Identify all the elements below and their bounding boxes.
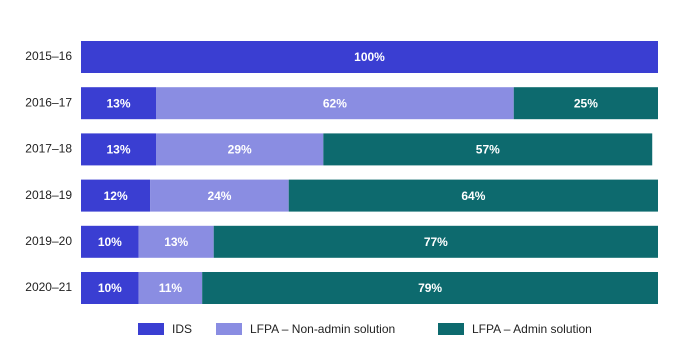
bar-segment	[156, 87, 514, 120]
y-tick-label: 2016–17	[25, 95, 72, 109]
value-label: 13%	[106, 143, 130, 157]
bar-segment	[138, 225, 214, 258]
value-label: 25%	[574, 96, 598, 110]
bar-segment	[81, 225, 139, 258]
y-tick-label: 2015–16	[25, 49, 72, 63]
value-label: 13%	[106, 96, 130, 110]
y-tick-label: 2018–19	[25, 188, 72, 202]
value-label: 11%	[159, 281, 183, 295]
legend-swatch	[216, 323, 242, 335]
y-tick-label: 2017–18	[25, 142, 72, 156]
bar-segment	[81, 87, 157, 120]
value-label: 13%	[164, 235, 188, 249]
bar-segment	[213, 225, 658, 258]
bar-segment	[138, 272, 203, 304]
legend-swatch	[138, 323, 164, 335]
bar-segment	[81, 133, 157, 166]
y-tick-label: 2020–21	[25, 280, 72, 294]
legend-label: IDS	[172, 322, 192, 336]
value-label: 10%	[98, 281, 122, 295]
bar-segment	[288, 179, 658, 212]
value-label: 24%	[207, 189, 231, 203]
y-tick-label: 2019–20	[25, 234, 72, 248]
legend-label: LFPA – Admin solution	[472, 322, 592, 336]
value-label: 10%	[98, 235, 122, 249]
value-label: 29%	[228, 143, 252, 157]
bar-segment	[81, 272, 139, 304]
value-label: 79%	[418, 281, 442, 295]
bar-segment	[323, 133, 653, 166]
bar-segment	[150, 179, 289, 212]
value-label: 64%	[461, 189, 485, 203]
legend-label: LFPA – Non-admin solution	[250, 322, 395, 336]
value-label: 62%	[323, 96, 347, 110]
bar-segment	[81, 41, 658, 73]
value-label: 57%	[476, 143, 500, 157]
value-label: 100%	[354, 50, 385, 64]
bar-segment	[81, 179, 151, 212]
bar-segment	[513, 87, 658, 120]
legend-swatch	[438, 323, 464, 335]
value-label: 77%	[424, 235, 448, 249]
bar-segment	[156, 133, 324, 166]
bar-segment	[202, 272, 659, 304]
value-label: 12%	[104, 189, 128, 203]
